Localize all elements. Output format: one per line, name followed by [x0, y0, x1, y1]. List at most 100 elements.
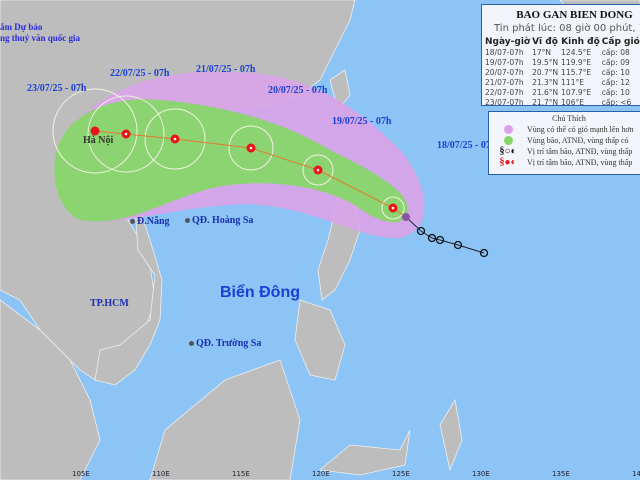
- issued-time: Tin phát lúc: 08 giờ 00 phút, 18: [494, 23, 640, 34]
- track-label: 18/07/25 - 07h: [437, 140, 497, 151]
- table-cell: 21/07-07h: [485, 78, 524, 87]
- table-header: Ngày-giờ Vĩ độ Kinh độ Cấp gió V: [485, 37, 640, 48]
- place-label: QĐ. Trường Sa: [196, 338, 262, 349]
- track-label: 23/07/25 - 07h: [27, 83, 87, 94]
- table-cell: 23/07-07h: [485, 98, 524, 107]
- place-hanoi: Hà Nội: [83, 135, 114, 146]
- axis-label: 125E: [392, 470, 410, 478]
- table-cell: 119.9°E: [561, 58, 592, 67]
- forecast-table: Ngày-giờ Vĩ độ Kinh độ Cấp gió V 18/07-0…: [485, 37, 640, 108]
- place-label: QĐ. Hoàng Sa: [192, 215, 254, 226]
- radius-21-07: [144, 108, 206, 170]
- radius-20-07: [228, 125, 274, 171]
- table-cell: 111°E: [561, 78, 584, 87]
- philippines-south: [294, 299, 346, 381]
- agency-name: ắm Dự báo ng thuỷ văn quốc gia: [0, 22, 80, 44]
- past-position: [479, 248, 489, 258]
- axis-label: 140E: [632, 470, 640, 478]
- track-label: 19/07/25 - 07h: [332, 116, 392, 127]
- table-cell: 124.5°E: [561, 48, 592, 57]
- table-cell: 17°N: [532, 48, 551, 57]
- table-cell: cấp: 10: [601, 88, 630, 97]
- place-truong-sa: QĐ. Trường Sa: [189, 338, 261, 349]
- table-cell: cấp: <6: [601, 98, 632, 107]
- table-cell: 115.7°E: [561, 68, 592, 77]
- axis-label: 130E: [472, 470, 490, 478]
- past-positions: [416, 226, 489, 258]
- storm-info-panel: BAO GAN BIEN DONG Tin phát lúc: 08 giờ 0…: [481, 4, 640, 108]
- wind-radius-circles: [52, 88, 405, 220]
- place-label: Đ.Nẵng: [137, 216, 170, 227]
- table-cell: 18/07-07h: [485, 48, 524, 57]
- table-cell: 21.7°N: [532, 98, 559, 107]
- table-cell: 19/07-07h: [485, 58, 524, 67]
- legend-item: Vùng có thể có gió mạnh lên hơn: [489, 124, 640, 135]
- track-label: 22/07/25 - 07h: [110, 68, 170, 79]
- legend-text: Vị trí tâm bão, ATNĐ, vùng thấp: [527, 147, 633, 156]
- legend-text: Vùng bão, ATNĐ, vùng thấp có: [527, 136, 629, 145]
- table-cell: cấp: 12: [601, 78, 630, 87]
- col-header: Cấp gió: [601, 37, 640, 47]
- place-hcm: TP.HCM: [90, 298, 129, 309]
- table-cell: 106°E: [561, 98, 584, 107]
- forecast-storm-icons: [90, 126, 398, 213]
- legend-text: Vị trí tâm bão, ATNĐ, vùng thấp: [527, 158, 633, 167]
- halmahera: [439, 398, 463, 472]
- current-position-icon: [402, 213, 410, 221]
- table-cell: cấp: 08: [601, 48, 630, 57]
- past-position-symbols-icon: §○◐: [499, 146, 517, 157]
- radius-19-07: [302, 154, 334, 186]
- col-header: Kinh độ: [561, 37, 600, 47]
- table-cell: cấp: 10: [601, 68, 630, 77]
- place-label: TP.HCM: [90, 298, 129, 309]
- table-cell: 20/07-07h: [485, 68, 524, 77]
- sulawesi: [319, 429, 411, 476]
- legend-item: Vùng bão, ATNĐ, vùng thấp có: [489, 135, 640, 146]
- risk-zone-swatch-icon: [503, 125, 513, 134]
- low-pressure-icon: [90, 126, 100, 136]
- col-header: Vĩ độ: [532, 37, 558, 47]
- table-cell: 21.6°N: [532, 88, 559, 97]
- col-header: Ngày-giờ: [485, 37, 531, 47]
- vietnam-coast: [94, 174, 163, 386]
- track-label: 21/07/25 - 07h: [196, 64, 256, 75]
- table-cell: 19.5°N: [532, 58, 559, 67]
- axis-label: 110E: [152, 470, 170, 478]
- legend-panel: Chú Thích Vùng có thể có gió mạnh lên hơ…: [488, 111, 640, 175]
- radius-18-07: [381, 196, 405, 220]
- storm-icon-centers: [124, 132, 395, 210]
- agency-line-1: ắm Dự báo: [0, 22, 43, 32]
- storm-zone-swatch-icon: [503, 136, 513, 145]
- forecast-position-symbols-icon: §●◐: [499, 157, 517, 168]
- table-cell: cấp: 09: [601, 58, 630, 67]
- radius-23-07: [52, 88, 138, 174]
- legend-item: §○◐ Vị trí tâm bão, ATNĐ, vùng thấp: [489, 146, 640, 157]
- table-cell: 22/07-07h: [485, 88, 524, 97]
- axis-label: 135E: [552, 470, 570, 478]
- legend-text: Vùng có thể có gió mạnh lên hơn: [527, 125, 634, 134]
- track-label: 20/07/25 - 07h: [268, 85, 328, 96]
- borneo: [149, 359, 301, 480]
- past-position: [435, 235, 445, 245]
- past-position: [427, 233, 437, 243]
- sea-label: Biển Đông: [220, 284, 300, 301]
- malay-peninsula: [0, 299, 101, 480]
- table-cell: 21.3°N: [532, 78, 559, 87]
- past-position: [416, 226, 426, 236]
- axis-label: 105E: [72, 470, 90, 478]
- table-cell: 107.9°E: [561, 88, 592, 97]
- place-hoang-sa: QĐ. Hoàng Sa: [185, 215, 253, 226]
- storm-title: BAO GAN BIEN DONG: [516, 9, 633, 21]
- legend-item: §●◐ Vị trí tâm bão, ATNĐ, vùng thấp: [489, 157, 640, 168]
- axis-label: 120E: [312, 470, 330, 478]
- past-position: [453, 240, 463, 250]
- table-cell: 20.7°N: [532, 68, 559, 77]
- place-danang: Đ.Nẵng: [130, 216, 170, 227]
- agency-line-2: ng thuỷ văn quốc gia: [0, 33, 81, 43]
